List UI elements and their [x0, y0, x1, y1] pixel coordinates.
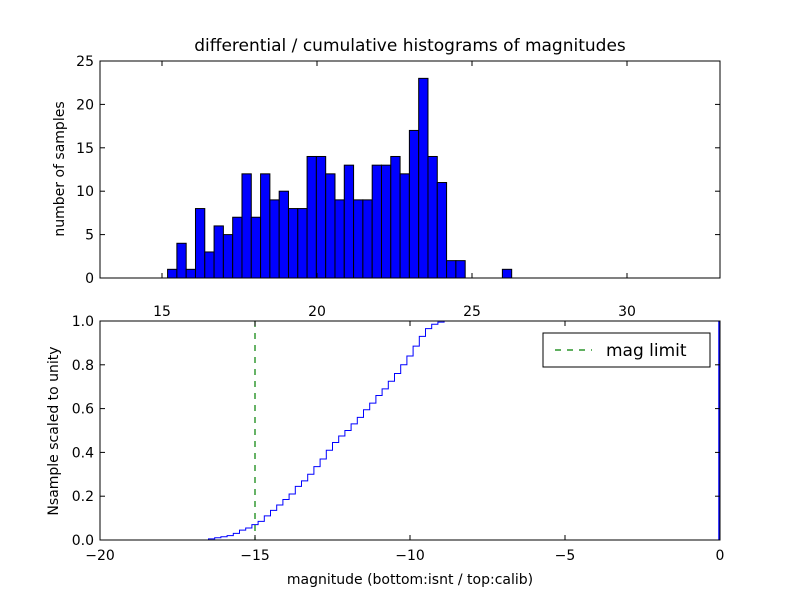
top-ytick-label: 25	[76, 54, 94, 70]
bottom-ytick-label: 0.4	[72, 445, 94, 461]
bottom-ytick-label: 0.2	[72, 489, 94, 505]
histogram-bar	[278, 190, 289, 279]
bottom-ytick-label: 1.0	[72, 314, 94, 330]
histogram-bar	[315, 155, 327, 279]
histogram-bar	[455, 260, 466, 279]
bottom-xlabel: magnitude (bottom:isnt / top:calib)	[287, 572, 533, 588]
bottom-xtick-label: 0	[716, 548, 725, 564]
histogram-bar	[436, 182, 448, 279]
top-ylabel: number of samples	[52, 101, 68, 236]
histogram-bar	[380, 164, 392, 279]
histogram-bar	[446, 260, 457, 279]
histogram-bar	[353, 199, 364, 279]
top-ytick-label: 10	[76, 184, 94, 200]
histogram-bar	[390, 155, 401, 279]
histogram-bar	[362, 199, 373, 279]
bottom-ticks: −20 −15 −10 −5 0 0.0 0.2 0.4 0.6 0.8 1.0	[72, 314, 725, 564]
histogram-bar	[343, 164, 355, 279]
top-xtick-label: 30	[618, 304, 636, 320]
histogram-bar	[260, 173, 271, 279]
histogram-bar	[269, 199, 280, 279]
top-xtick-label: 15	[153, 304, 171, 320]
bottom-ylabel: Nsample scaled to unity	[46, 346, 62, 515]
cumulative-plot-area	[100, 320, 720, 541]
histogram-bar	[334, 199, 345, 279]
histogram-bar	[418, 77, 429, 279]
histogram-bar	[176, 242, 187, 279]
legend-limit-label: mag limit	[606, 341, 687, 361]
top-xtick-label: 25	[463, 304, 481, 320]
histogram-bar	[204, 251, 215, 279]
histogram-bar	[297, 208, 308, 279]
bottom-xtick-label: −5	[555, 548, 576, 564]
histogram-bar	[241, 173, 252, 279]
bottom-xtick-label: −20	[85, 548, 115, 564]
histogram-bars	[167, 77, 513, 279]
top-ytick-label: 5	[85, 228, 94, 244]
top-ticks: 15 20 25 30 0 5 10 15 20 25	[76, 54, 720, 320]
top-ytick-label: 0	[85, 271, 94, 287]
cumulative-step-line	[100, 320, 720, 541]
bottom-xtick-label: −15	[240, 548, 270, 564]
top-ytick-label: 20	[76, 97, 94, 113]
histogram-bar	[167, 268, 178, 279]
histogram-bar	[185, 268, 196, 279]
bottom-ytick-label: 0.8	[72, 358, 94, 374]
histogram-bar	[501, 268, 513, 279]
cumulative-histogram-panel: Nsample scaled to unity magnitude (botto…	[46, 314, 724, 588]
top-ytick-label: 15	[76, 141, 94, 157]
histogram-bar	[408, 129, 420, 279]
histogram-bar	[222, 234, 234, 279]
top-axes-frame	[99, 60, 721, 279]
histogram-bar	[213, 225, 224, 279]
legend: mag limit	[542, 332, 711, 368]
bottom-ytick-label: 0.6	[72, 402, 94, 418]
histogram-bar	[232, 216, 243, 279]
histogram-bar	[399, 173, 410, 279]
bottom-ytick-label: 0.0	[72, 533, 94, 549]
top-xtick-label: 20	[308, 304, 326, 320]
chart-title: differential / cumulative histograms of …	[194, 36, 626, 56]
histogram-bar	[194, 208, 206, 279]
differential-histogram-panel: differential / cumulative histograms of …	[52, 36, 721, 320]
histogram-bar	[325, 173, 336, 279]
histogram-bar	[306, 155, 317, 279]
histogram-bar	[287, 208, 299, 279]
histogram-bar	[371, 164, 382, 279]
histogram-bar	[250, 216, 262, 279]
bottom-xtick-label: −10	[395, 548, 425, 564]
histogram-bar	[427, 155, 438, 279]
